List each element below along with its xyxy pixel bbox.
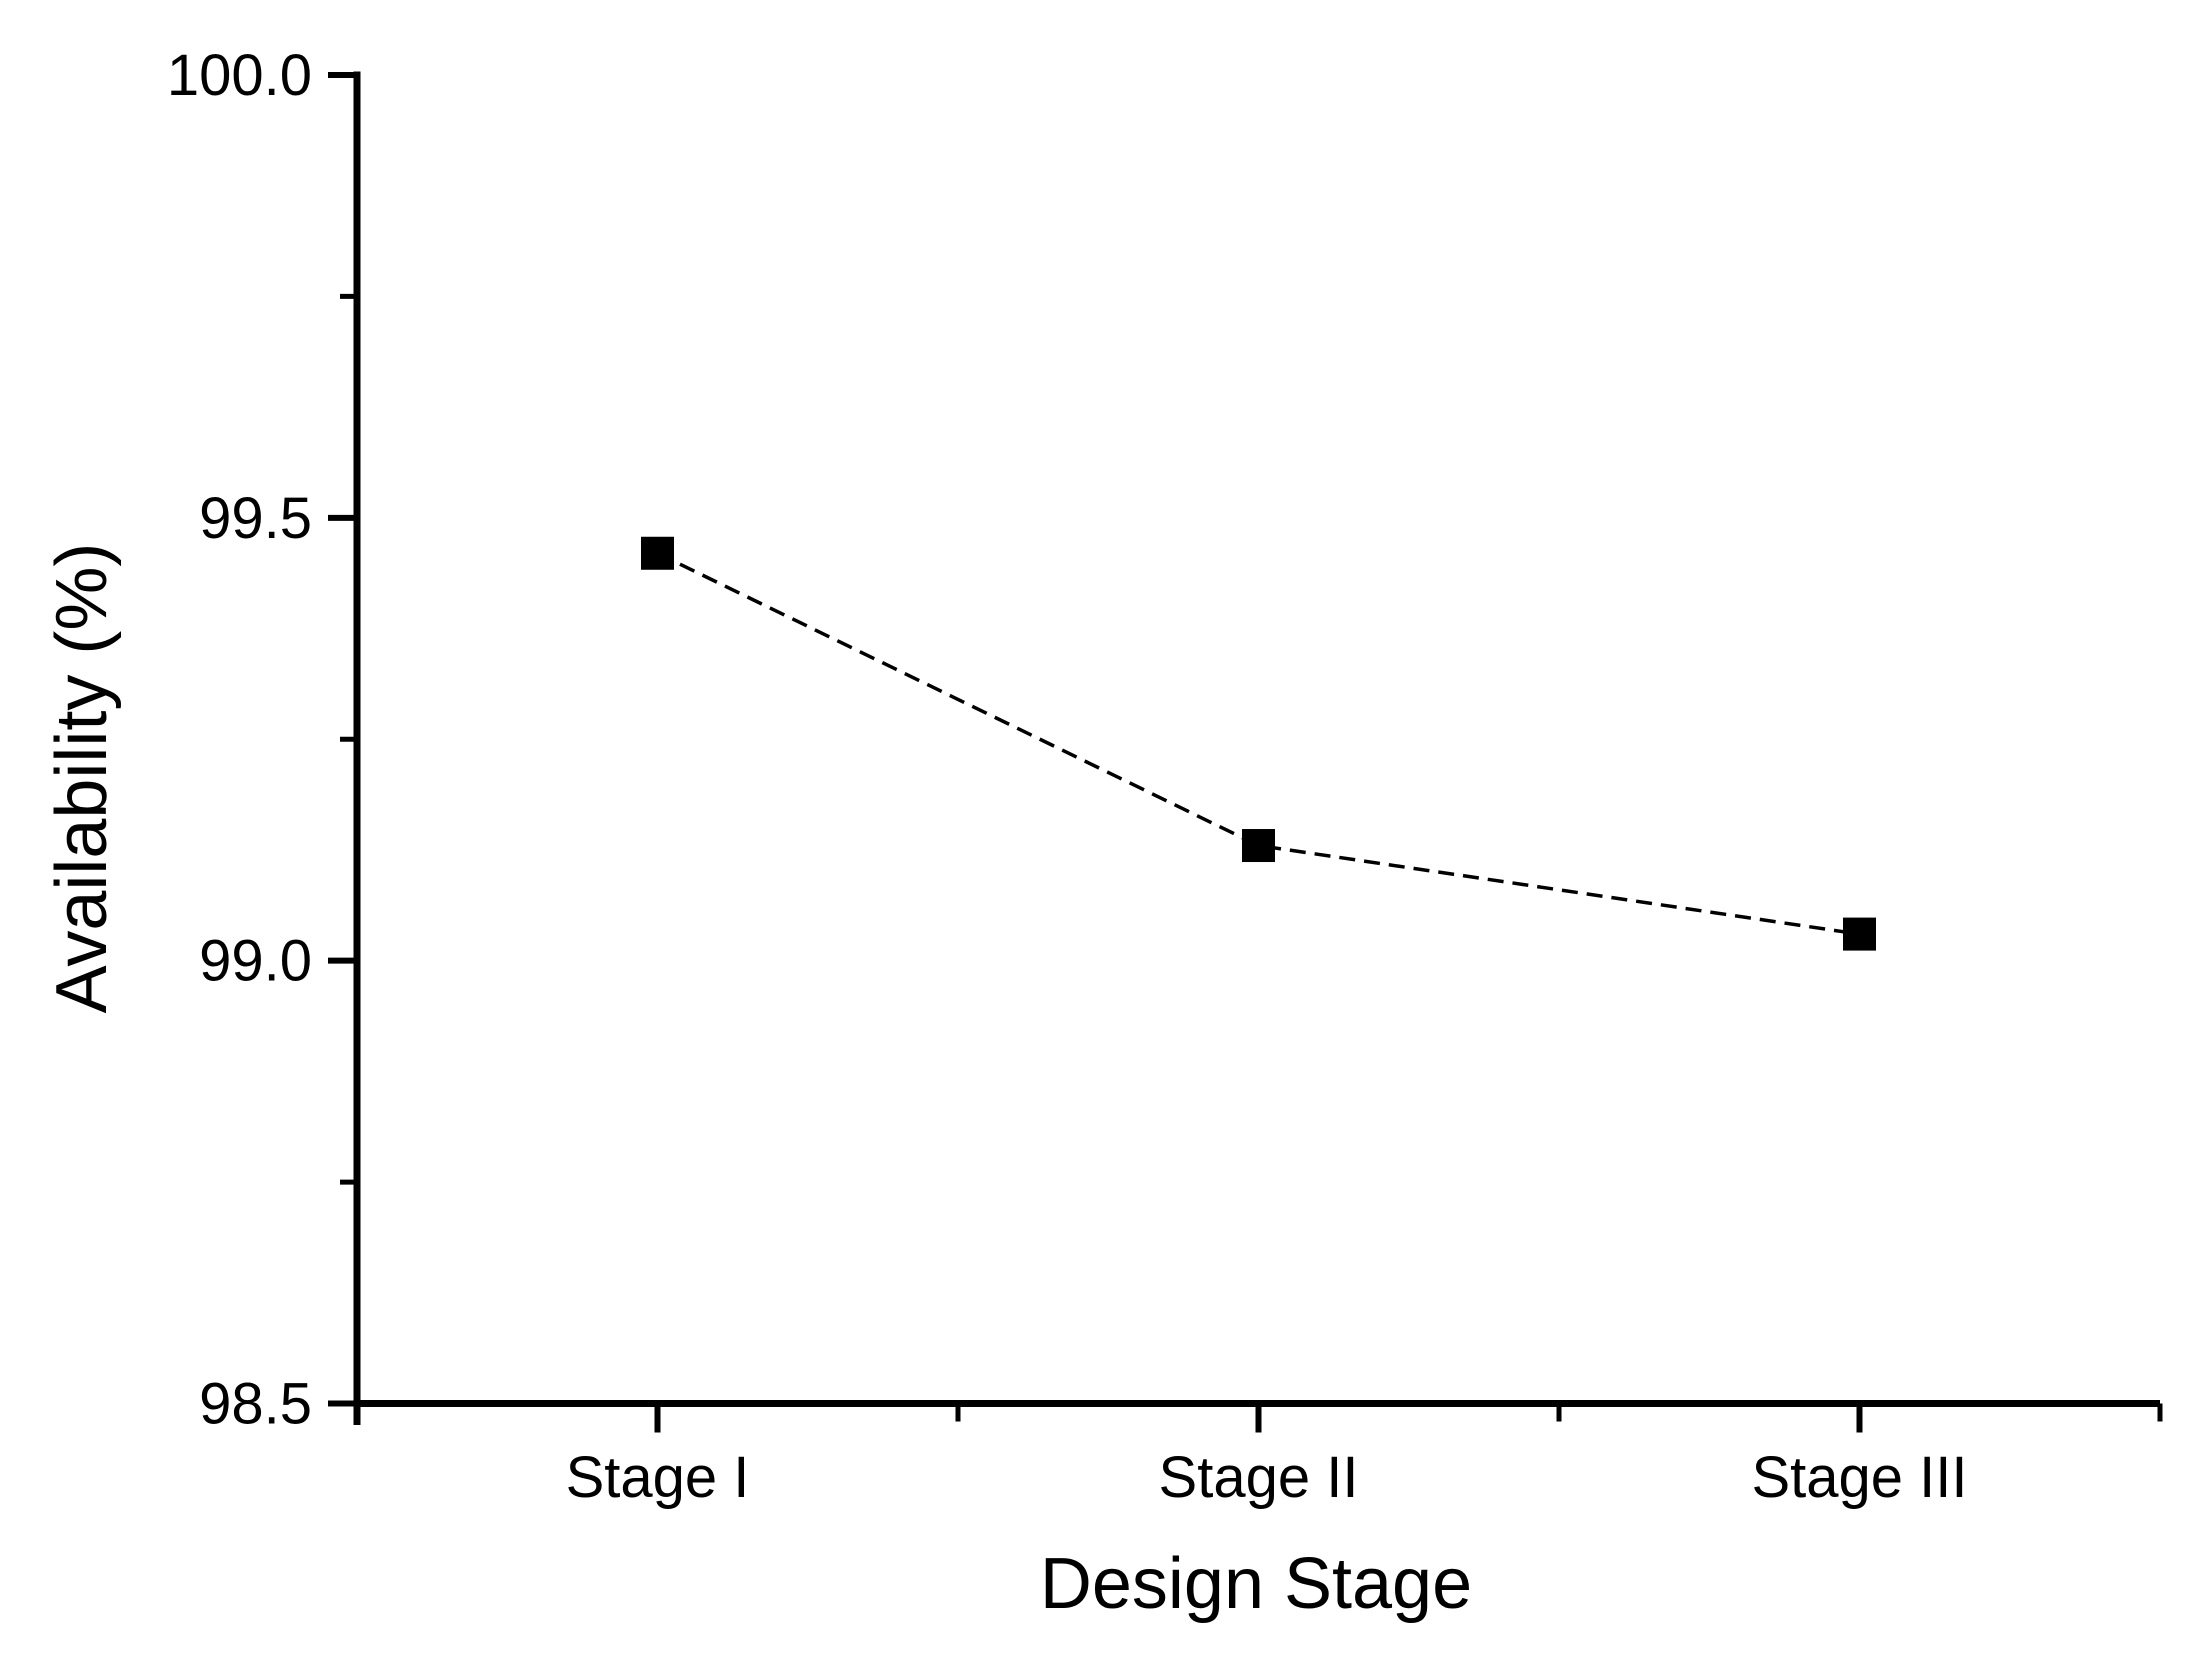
x-tick-label-stage-ii: Stage II	[1159, 1445, 1359, 1510]
y-axis-title: Availability (%)	[42, 542, 122, 1014]
y-tick-label: 98.5	[199, 1372, 312, 1437]
x-tick-label-stage-iii: Stage III	[1751, 1445, 1967, 1510]
y-tick-label: 100.0	[167, 43, 312, 108]
y-tick-label: 99.5	[199, 486, 312, 551]
y-tick-label: 99.0	[199, 929, 312, 994]
data-point-marker-stage-iii	[1843, 917, 1876, 951]
data-point-marker-stage-i	[641, 536, 674, 570]
x-tick-label-stage-i: Stage I	[566, 1445, 750, 1510]
x-axis-title: Design Stage	[1039, 1544, 1473, 1624]
data-point-marker-stage-ii	[1242, 829, 1275, 863]
data-line	[656, 551, 1860, 936]
